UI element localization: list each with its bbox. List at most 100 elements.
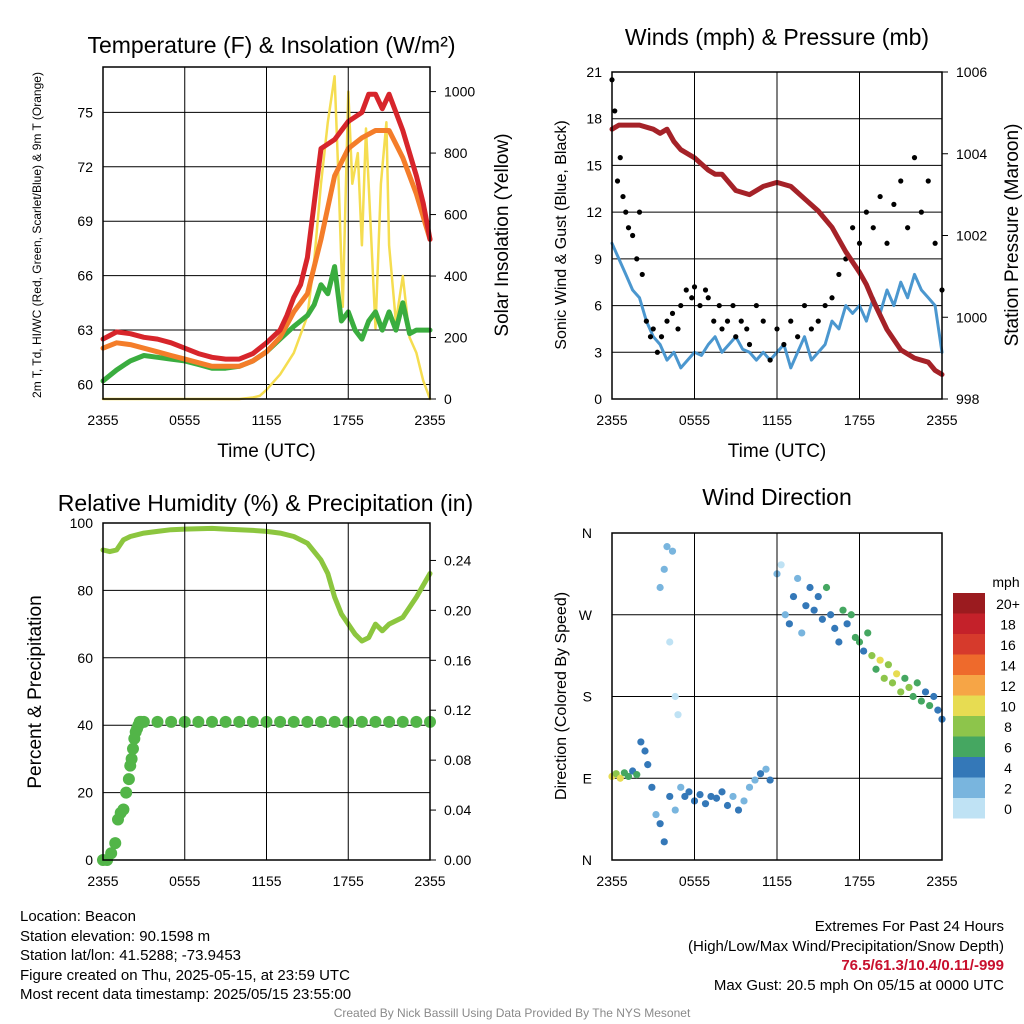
winds-point-black — [733, 334, 739, 340]
humidity-point-precip — [125, 752, 138, 765]
direction-x-tick-label: 2355 — [596, 873, 627, 889]
winds-point-black — [711, 318, 717, 324]
winds-y2label: Station Pressure (Maroon) — [1002, 124, 1023, 347]
winds-point-black — [738, 318, 744, 324]
humidity-point-precip — [233, 715, 246, 728]
direction-point — [671, 806, 679, 814]
winds-y-tick-label: 18 — [586, 111, 602, 127]
humidity-y2-tick-label: 0.04 — [444, 802, 471, 818]
direction-point — [756, 770, 765, 778]
winds-point-black — [744, 326, 750, 332]
direction-point — [905, 683, 913, 692]
direction-y-tick-label: S — [583, 689, 592, 705]
temperature-y2-tick-label: 200 — [444, 330, 468, 346]
direction-point — [789, 592, 798, 601]
winds-point-black — [643, 318, 649, 324]
direction-point — [781, 611, 789, 619]
direction-point — [660, 838, 668, 846]
winds-x-tick-label: 2355 — [926, 412, 957, 428]
temperature-y-tick-label: 72 — [77, 159, 93, 175]
legend-swatch — [953, 654, 985, 675]
winds-y2-tick-label: 998 — [956, 391, 980, 407]
winds-point-black — [639, 271, 645, 278]
direction-point — [921, 688, 930, 696]
direction-point — [888, 679, 897, 687]
winds-point-black — [669, 310, 676, 316]
recent-timestamp: Most recent data timestamp: 2025/05/15 2… — [20, 986, 352, 1003]
winds-point-black — [702, 287, 709, 293]
humidity-y2-tick-label: 0.08 — [444, 752, 471, 768]
direction-point — [671, 692, 679, 701]
legend-swatch — [953, 716, 985, 737]
humidity-point-precip — [287, 715, 300, 728]
winds-point-black — [719, 326, 725, 332]
direction-point — [660, 565, 668, 573]
winds-point-black — [724, 318, 731, 324]
winds-y-tick-label: 0 — [594, 391, 602, 407]
legend-label: 0 — [1004, 801, 1012, 817]
legend-swatch — [953, 736, 985, 757]
direction-x-tick-label: 1155 — [762, 873, 792, 889]
legend-label: 18 — [1000, 617, 1016, 633]
winds-point-black — [689, 295, 695, 301]
direction-point — [644, 761, 652, 769]
humidity-point-precip — [355, 715, 368, 728]
direction-point — [806, 583, 814, 592]
humidity-point-precip — [396, 715, 409, 728]
extremes-panel: Extremes For Past 24 Hours (High/Low/Max… — [688, 917, 1004, 995]
direction-point — [876, 656, 884, 664]
legend-label: 12 — [1000, 678, 1016, 694]
winds-point-black — [647, 334, 654, 340]
winds-point-black — [898, 178, 904, 184]
winds-x-tick-label: 2355 — [596, 412, 627, 428]
temperature-series-green — [100, 264, 433, 384]
winds-point-black — [781, 341, 787, 348]
direction-point — [822, 583, 831, 592]
direction-point — [616, 774, 624, 782]
legend-label: 14 — [1000, 658, 1016, 674]
humidity-x-tick-label: 0555 — [169, 873, 200, 889]
temperature-xlabel: Time (UTC) — [217, 441, 316, 462]
direction-point — [666, 638, 674, 646]
winds-point-black — [850, 225, 856, 231]
direction-point — [893, 670, 901, 678]
winds-point-black — [634, 256, 640, 262]
humidity-y-tick-label: 40 — [77, 717, 93, 733]
direction-point — [648, 783, 656, 791]
winds-point-black — [767, 357, 773, 363]
station-location: Location: Beacon — [20, 908, 136, 925]
legend-swatch — [953, 695, 985, 716]
direction-point — [814, 592, 822, 601]
winds-point-black — [795, 334, 801, 340]
direction-point — [745, 783, 754, 791]
winds-point-black — [870, 225, 876, 231]
temperature-y2label: Solar Insolation (Yellow) — [492, 133, 513, 336]
direction-point — [723, 801, 732, 810]
winds-point-black — [612, 108, 618, 114]
direction-point — [880, 674, 888, 682]
winds-point-black — [863, 209, 869, 215]
direction-point — [712, 794, 721, 802]
winds-point-black — [829, 295, 835, 301]
temperature-y2-tick-label: 400 — [444, 268, 468, 284]
winds-point-black — [705, 295, 711, 301]
legend-label: 2 — [1004, 781, 1012, 797]
humidity-y2-tick-label: 0.12 — [444, 702, 471, 718]
legend-title: mph — [992, 574, 1019, 590]
humidity-point-precip — [165, 715, 178, 728]
direction-y-tick-label: E — [583, 770, 592, 786]
temperature-x-tick-label: 1755 — [333, 412, 364, 428]
direction-point — [696, 791, 704, 799]
winds-series-maroon — [609, 122, 945, 377]
winds-point-black — [925, 178, 931, 184]
winds-y-tick-label: 3 — [594, 344, 602, 360]
direction-point — [926, 701, 934, 710]
temperature-y2-tick-label: 1000 — [444, 84, 475, 100]
extremes-values: 76.5/61.3/10.4/0.11/-999 — [841, 957, 1004, 974]
winds-point-black — [620, 193, 626, 200]
humidity-y2-tick-label: 0.24 — [444, 552, 471, 568]
direction-point — [897, 688, 905, 696]
humidity-y-tick-label: 60 — [77, 650, 93, 666]
direction-y-tick-label: N — [582, 525, 592, 541]
winds-xlabel: Time (UTC) — [728, 441, 827, 462]
